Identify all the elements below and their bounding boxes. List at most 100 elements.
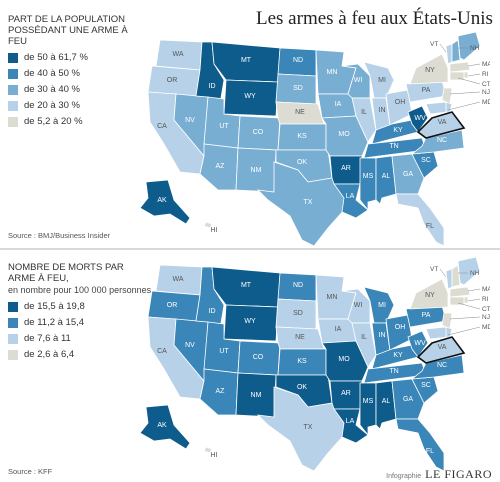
callout-label-ma: MA: [482, 61, 490, 68]
callout-label-ri: RI: [482, 71, 489, 78]
state-label-tn: TN: [389, 143, 398, 150]
state-label-or: OR: [167, 302, 178, 309]
state-label-mi: MI: [378, 77, 386, 84]
state-fl: [395, 418, 445, 472]
state-label-ne: NE: [295, 109, 305, 116]
legend-swatch: [8, 68, 18, 79]
callout-line-ma: [467, 288, 481, 292]
legend-label: de 50 à 61,7 %: [24, 52, 88, 63]
callout-line-md: [447, 101, 481, 111]
state-label-az: AZ: [216, 163, 226, 170]
legend-label: de 30 à 40 %: [24, 84, 80, 95]
callout-label-nh: NH: [470, 45, 480, 52]
state-label-oh: OH: [395, 99, 406, 106]
state-label-mn: MN: [327, 69, 338, 76]
state-label-ak: AK: [157, 197, 167, 204]
state-label-sc: SC: [421, 157, 431, 164]
state-label-oh: OH: [395, 324, 406, 331]
brand-logo: LE FIGARO: [425, 467, 492, 481]
state-label-nd: ND: [293, 57, 303, 64]
state-label-al: AL: [382, 173, 391, 180]
state-ri: [463, 296, 469, 304]
state-label-nv: NV: [185, 117, 195, 124]
state-label-mt: MT: [241, 282, 252, 289]
state-wv: [407, 105, 429, 133]
callout-line-ri: [467, 73, 481, 77]
credit: Infographie LE FIGARO: [386, 467, 492, 482]
state-label-mo: MO: [338, 131, 350, 138]
state-oh: [385, 89, 413, 127]
state-hi: [203, 221, 213, 229]
state-label-ms: MS: [363, 398, 374, 405]
state-label-sc: SC: [421, 382, 431, 389]
legend-label: de 2,6 à 6,4: [24, 349, 75, 360]
legend-item: de 2,6 à 6,4: [8, 349, 151, 360]
state-ma: [449, 286, 471, 298]
legend-item: de 40 à 50 %: [8, 68, 133, 79]
state-de: [445, 326, 453, 338]
state-label-nv: NV: [185, 342, 195, 349]
state-label-tn: TN: [389, 368, 398, 375]
state-label-id: ID: [209, 308, 216, 315]
state-nj: [441, 87, 453, 105]
us-map-gun-deaths: WA OR CA NV ID MT WY UT AZ CO NM ND SD NE KS OK TX MN IA MO…: [130, 257, 490, 472]
state-label-nc: NC: [437, 362, 447, 369]
callout-line-ct: [457, 302, 481, 310]
state-wy: [223, 304, 279, 342]
callout-label-nj: NJ: [482, 89, 490, 96]
state-vt: [445, 43, 453, 65]
state-ny: [409, 53, 449, 85]
state-label-wi: WI: [354, 77, 363, 84]
state-label-nc: NC: [437, 137, 447, 144]
state-label-va: VA: [438, 344, 447, 351]
legend-label: de 7,6 à 11: [24, 333, 71, 344]
legend-item: de 50 à 61,7 %: [8, 52, 133, 63]
state-ct: [449, 71, 465, 81]
callout-label-nj: NJ: [482, 314, 490, 321]
divider: [0, 248, 500, 250]
callout-line-ri: [467, 298, 481, 302]
legend-swatch: [8, 52, 18, 63]
us-map-gun-ownership: WA OR CA NV ID MT WY UT AZ CO NM ND SD NE KS OK TX MN IA MO…: [130, 32, 490, 247]
legend-swatch: [8, 100, 18, 111]
state-label-ne: NE: [295, 334, 305, 341]
state-label-ny: NY: [425, 292, 435, 299]
state-nh: [451, 264, 461, 288]
state-label-wa: WA: [172, 51, 183, 58]
state-label-mi: MI: [378, 302, 386, 309]
callout-label-nh: NH: [470, 270, 480, 277]
state-me: [457, 257, 481, 286]
state-ri: [463, 71, 469, 79]
callout-line-vt: [439, 268, 447, 278]
state-label-nd: ND: [293, 282, 303, 289]
state-label-mn: MN: [327, 294, 338, 301]
state-label-la: LA: [346, 418, 355, 425]
state-il: [351, 97, 377, 143]
callout-label-vt: VT: [430, 266, 438, 273]
callout-label-ma: MA: [482, 286, 490, 293]
page-title: Les armes à feu aux États-Unis: [256, 8, 493, 29]
state-label-ca: CA: [157, 348, 167, 355]
legend-item: de 5,2 à 20 %: [8, 116, 133, 127]
state-ms: [359, 382, 377, 437]
legend-swatch: [8, 349, 18, 360]
state-nc: [410, 129, 465, 155]
state-de: [445, 101, 453, 113]
state-label-fl: FL: [426, 448, 434, 455]
map-svg: WA OR CA NV ID MT WY UT AZ CO NM ND SD NE KS OK TX MN IA MO…: [139, 257, 490, 472]
state-tx: [256, 386, 347, 472]
legend-item: de 15,5 à 19,8: [8, 301, 151, 312]
state-la: [333, 408, 369, 444]
state-md: [425, 326, 449, 340]
callout-line-ma: [467, 63, 481, 67]
state-label-tx: TX: [304, 424, 313, 431]
state-label-ga: GA: [403, 171, 413, 178]
state-label-ny: NY: [425, 67, 435, 74]
state-label-ut: UT: [219, 123, 229, 130]
legend-label: de 5,2 à 20 %: [24, 116, 83, 127]
state-wy: [223, 79, 279, 117]
legend-title: PART DE LA POPULATION POSSÉDANT UNE ARME…: [8, 14, 128, 47]
legend-title: NOMBRE DE MORTS PAR ARME À FEU,: [8, 262, 124, 284]
legend-item: de 11,2 à 15,4: [8, 317, 151, 328]
state-label-ar: AR: [341, 390, 351, 397]
